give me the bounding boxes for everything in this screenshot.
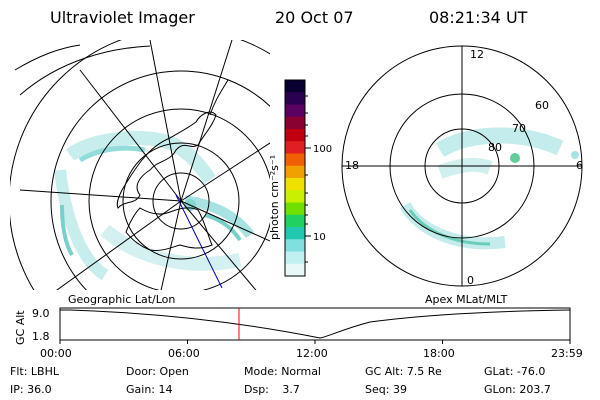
info-ip-label: IP: — [10, 383, 24, 396]
colorbar: 100 10 photon cm⁻²s⁻¹ — [268, 79, 332, 277]
timeline-tick-0: 00:00 — [40, 347, 72, 360]
info-dsp: Dsp: 3.7 — [244, 384, 300, 395]
altitude-curve — [60, 309, 571, 339]
info-door: Door: Open — [126, 366, 189, 377]
instrument-title: Ultraviolet Imager — [50, 8, 195, 27]
info-dsp-value: 3.7 — [282, 383, 300, 396]
info-door-value: Open — [159, 365, 189, 378]
latitude-rings — [10, 40, 270, 290]
colorbar-cell — [285, 178, 305, 191]
apex-panel-label: Apex MLat/MLT — [425, 293, 508, 306]
geographic-panel-label: Geographic Lat/Lon — [68, 293, 175, 306]
info-glat-value: -76.0 — [516, 365, 546, 378]
info-gain: Gain: 14 — [126, 384, 173, 395]
satellite-track — [175, 194, 223, 289]
colorbar-tick-10: 10 — [313, 232, 326, 243]
timeline-tick-1: 06:00 — [168, 347, 200, 360]
aurora-glow-geo — [54, 131, 254, 281]
colorbar-cell — [285, 239, 305, 252]
colorbar-cell — [285, 214, 305, 228]
lat-label-60: 60 — [535, 99, 549, 112]
info-mode-label: Mode: — [244, 365, 278, 378]
altitude-timeline: GC Alt 9.0 1.8 — [14, 307, 571, 345]
info-flt-label: Flt: — [10, 365, 28, 378]
colorbar-cell — [285, 141, 305, 154]
mlt-label-18: 18 — [345, 159, 359, 172]
mlt-label-0: 0 — [467, 274, 474, 287]
info-gain-value: 14 — [158, 383, 173, 396]
info-glon-label: GLon: — [484, 383, 516, 396]
time-label: 08:21:34 UT — [429, 8, 528, 27]
colorbar-cell — [285, 202, 305, 216]
info-gcalt-value: 7.5 Re — [406, 365, 442, 378]
colorbar-unit-label: photon cm⁻²s⁻¹ — [268, 155, 281, 240]
colorbar-cell — [285, 129, 305, 142]
info-seq-label: Seq: — [365, 383, 390, 396]
info-ip-value: 36.0 — [27, 383, 52, 396]
colorbar-cell — [285, 263, 305, 277]
info-gain-label: Gain: — [126, 383, 155, 396]
apex-polar-plot: 12 18 6 0 60 70 80 — [341, 45, 583, 287]
geographic-map — [10, 40, 270, 290]
info-glon: GLon: 203.7 — [484, 384, 551, 395]
mlt-label-12: 12 — [470, 48, 484, 61]
colorbar-cell — [285, 251, 305, 265]
timeline-tick-2: 12:00 — [296, 347, 328, 360]
colorbar-cell — [285, 80, 305, 93]
colorbar-cell — [285, 190, 305, 203]
timeline-ylabel: GC Alt — [14, 310, 27, 345]
info-mode: Mode: Normal — [244, 366, 321, 377]
date-label: 20 Oct 07 — [275, 8, 354, 27]
mlt-label-6: 6 — [576, 159, 583, 172]
info-dsp-label: Dsp: — [244, 383, 269, 396]
lat-label-70: 70 — [512, 122, 526, 135]
colorbar-cells — [285, 80, 305, 277]
info-door-label: Door: — [126, 365, 156, 378]
colorbar-cell — [285, 165, 305, 179]
info-seq: Seq: 39 — [365, 384, 407, 395]
timeline-tick-4: 23:59 — [551, 347, 583, 360]
timeline-ymax: 9.0 — [32, 307, 50, 320]
colorbar-cell — [285, 227, 305, 240]
colorbar-tick-100: 100 — [313, 144, 332, 155]
colorbar-cell — [285, 153, 305, 167]
timeline-tick-3: 18:00 — [423, 347, 455, 360]
info-flt: Flt: LBHL — [10, 366, 59, 377]
info-glat-label: GLat: — [484, 365, 514, 378]
info-gcalt-label: GC Alt: — [365, 365, 404, 378]
info-ip: IP: 36.0 — [10, 384, 52, 395]
colorbar-cell — [285, 92, 305, 105]
info-gcalt: GC Alt: 7.5 Re — [365, 366, 442, 377]
coastline — [116, 111, 217, 251]
colorbar-cell — [285, 104, 305, 118]
info-glat: GLat: -76.0 — [484, 366, 545, 377]
info-mode-value: Normal — [281, 365, 321, 378]
timeline-ymin: 1.8 — [32, 330, 50, 343]
info-flt-value: LBHL — [30, 365, 59, 378]
info-glon-value: 203.7 — [519, 383, 551, 396]
info-seq-value: 39 — [392, 383, 407, 396]
lat-label-80: 80 — [488, 141, 502, 154]
colorbar-cell — [285, 116, 305, 130]
